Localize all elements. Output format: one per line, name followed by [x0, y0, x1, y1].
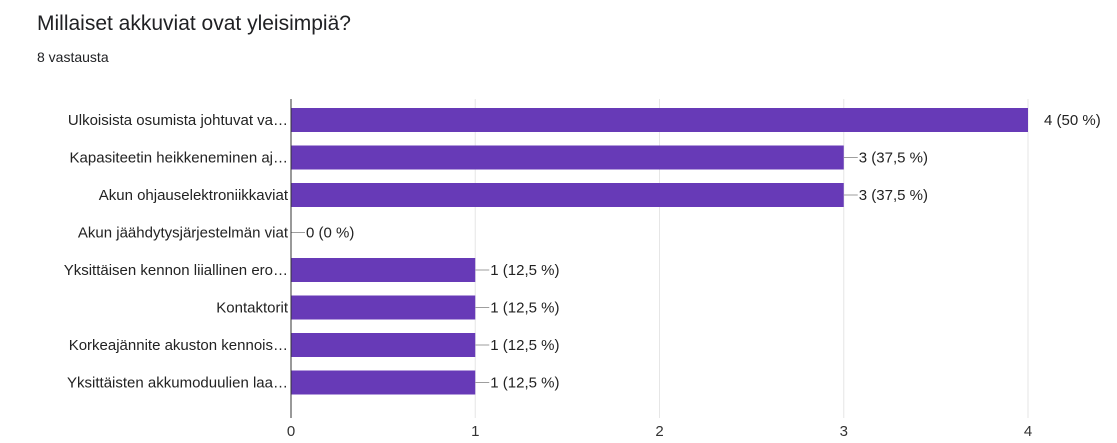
category-label: Kapasiteetin heikkeneminen aj…	[70, 150, 288, 167]
value-label: 0 (0 %)	[306, 225, 354, 242]
x-tick-label: 2	[655, 423, 663, 440]
value-label: 1 (12,5 %)	[490, 262, 559, 279]
value-label: 4 (50 %)	[1044, 112, 1101, 129]
x-tick-label: 1	[471, 423, 479, 440]
category-label: Akun jäähdytysjärjestelmän viat	[78, 225, 289, 242]
bar	[291, 295, 476, 320]
value-label: 3 (37,5 %)	[859, 187, 928, 204]
question-title: Millaiset akkuviat ovat yleisimpiä?	[37, 12, 351, 35]
bar	[291, 108, 1028, 132]
bar	[291, 258, 476, 282]
bar	[291, 333, 476, 357]
x-tick-label: 4	[1024, 423, 1032, 440]
category-label: Yksittäisen kennon liiallinen ero…	[64, 262, 288, 279]
bars	[291, 108, 1028, 395]
bar	[291, 370, 476, 395]
category-label: Yksittäisten akkumoduulien laa…	[67, 375, 288, 392]
value-label: 1 (12,5 %)	[490, 375, 559, 392]
value-label: 3 (37,5 %)	[859, 150, 928, 167]
category-label: Ulkoisista osumista johtuvat va…	[68, 112, 288, 129]
category-label: Akun ohjauselektroniikkaviat	[99, 187, 289, 204]
bar	[291, 145, 844, 170]
x-tick-label: 0	[287, 423, 295, 440]
response-count: 8 vastausta	[37, 49, 109, 65]
value-label: 1 (12,5 %)	[490, 300, 559, 317]
category-label: Korkeajännite akuston kennois…	[69, 337, 288, 354]
value-label: 1 (12,5 %)	[490, 337, 559, 354]
x-tick-label: 3	[840, 423, 848, 440]
bar	[291, 183, 844, 207]
labels: 0 1 2 3 4 Ulkoisista osumista johtuvat va… 4 (…	[64, 112, 1101, 440]
category-label: Kontaktorit	[216, 300, 289, 317]
